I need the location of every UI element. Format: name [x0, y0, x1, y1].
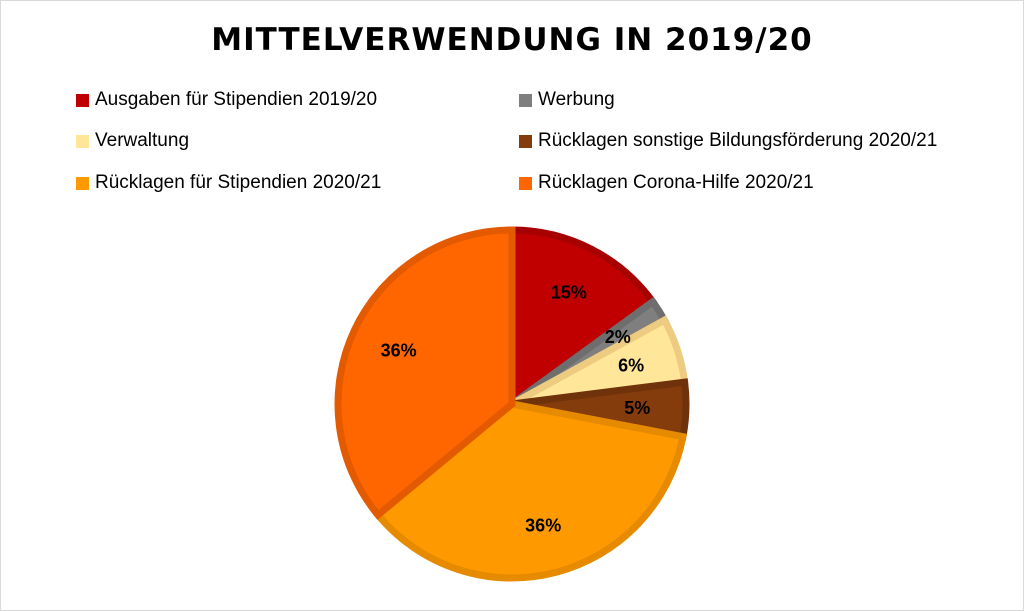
legend-label-ruecklagen-stipendien: Rücklagen für Stipendien 2020/21 — [95, 172, 382, 193]
data-label-verwaltung: 6% — [618, 355, 644, 375]
legend-item-verwaltung: Verwaltung — [76, 130, 189, 152]
legend-swatch-ruecklagen-stipendien — [76, 176, 89, 190]
pie-slice-r-cklagen-f-r-stipendien-2020-21 — [373, 400, 688, 582]
chart-title: MITTELVERWENDUNG IN 2019/20 — [211, 22, 813, 58]
legend-item-ruecklagen-corona: Rücklagen Corona-Hilfe 2020/21 — [519, 172, 814, 194]
legend-swatch-werbung — [519, 93, 532, 107]
legend-swatch-verwaltung — [76, 134, 89, 148]
legend-label-ausgaben-stipendien: Ausgaben für Stipendien 2019/20 — [95, 89, 378, 110]
legend-swatch-ruecklagen-bildung — [519, 134, 532, 148]
data-label-werbung: 2% — [605, 327, 631, 347]
legend-label-ruecklagen-corona: Rücklagen Corona-Hilfe 2020/21 — [538, 172, 814, 193]
legend-swatch-ausgaben-stipendien — [76, 93, 89, 107]
data-label-ausgaben-f-r-stipendien-2019-20: 15% — [551, 282, 587, 302]
legend-item-ruecklagen-stipendien: Rücklagen für Stipendien 2020/21 — [76, 172, 381, 194]
legend-item-ausgaben-stipendien: Ausgaben für Stipendien 2019/20 — [76, 89, 377, 111]
legend-swatch-ruecklagen-corona — [519, 176, 532, 190]
legend-item-ruecklagen-bildung: Rücklagen sonstige Bildungsförderung 202… — [519, 130, 937, 152]
pie-slice-ausgaben-f-r-stipendien-2019-20 — [508, 226, 658, 411]
legend-label-verwaltung: Verwaltung — [95, 130, 190, 151]
legend-item-werbung: Werbung — [519, 89, 615, 111]
legend-label-werbung: Werbung — [538, 89, 615, 110]
data-label-r-cklagen-sonstige-bildungsf-rderung-2020-21: 5% — [624, 398, 650, 418]
data-label-r-cklagen-f-r-stipendien-2020-21: 36% — [525, 515, 561, 535]
legend-label-ruecklagen-bildung: Rücklagen sonstige Bildungsförderung 202… — [538, 130, 938, 151]
data-label-r-cklagen-corona-hilfe-2020-21: 36% — [381, 341, 417, 361]
pie-slice-r-cklagen-corona-hilfe-2020-21 — [334, 226, 516, 520]
